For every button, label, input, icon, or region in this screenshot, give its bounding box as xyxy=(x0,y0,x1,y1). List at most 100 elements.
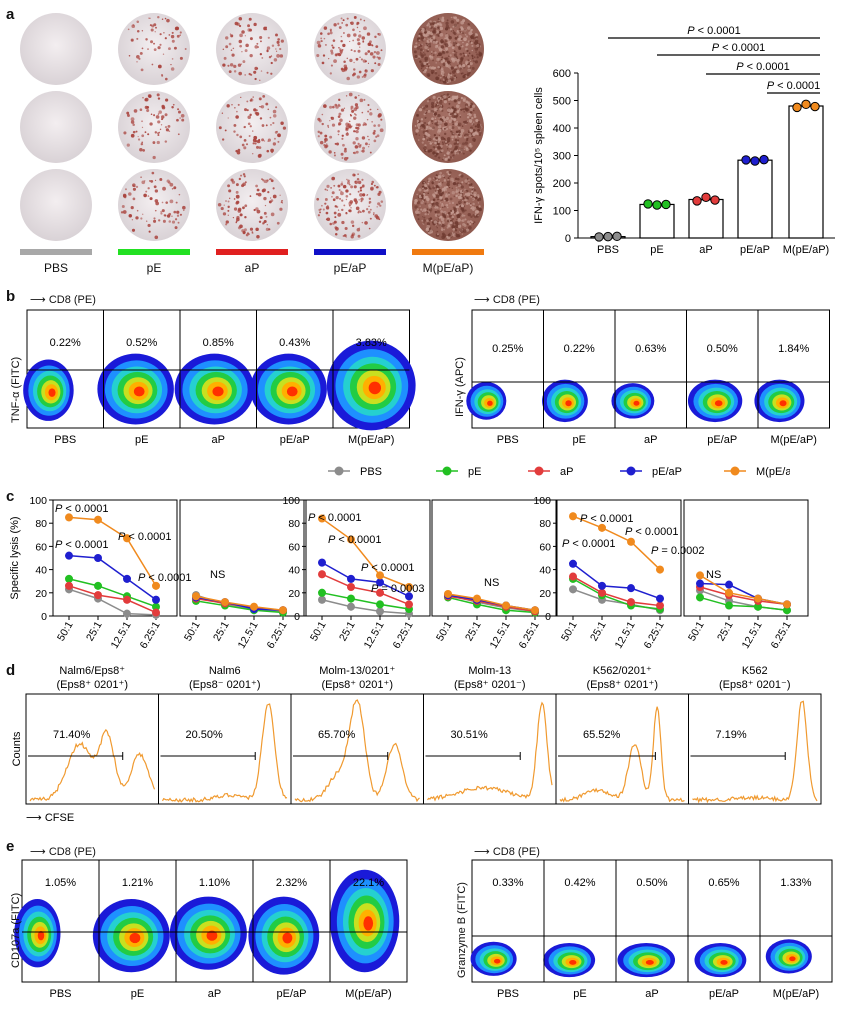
lysis-point-m-pe-ap xyxy=(444,589,452,598)
lysis-point-m-pe-ap xyxy=(152,581,160,590)
lysis-point-m-pe-ap xyxy=(696,571,704,580)
b-right-pct-m-pe-ap: 1.84% xyxy=(778,343,809,355)
flow-density-layer xyxy=(206,930,218,941)
b-right-pct-pe-ap: 0.50% xyxy=(707,343,738,355)
e-right-label-ap: aP xyxy=(645,988,658,1000)
e-left-label-ap: aP xyxy=(208,988,221,1000)
b-right-plot-pbs xyxy=(466,381,507,420)
lysis-pvalue: P < 0.0001 xyxy=(361,562,415,574)
flow-density-layer xyxy=(363,916,374,931)
lysis-xtick: 25:1 xyxy=(211,619,232,643)
lysis-pvalue: P = 0.0002 xyxy=(651,545,705,557)
legend-item-ap: aP xyxy=(528,466,573,478)
lysis-ytick: 0 xyxy=(294,611,300,623)
lysis-point-pe-ap xyxy=(65,551,73,560)
flow-density-layer xyxy=(714,400,723,407)
cfse-subtitle: (Eps8⁺ 0201⁺) xyxy=(321,679,393,691)
lysis-point-m-pe-ap xyxy=(279,606,287,615)
legend-label: M(pE/aP xyxy=(756,466,790,478)
b-left-pct-ap: 0.85% xyxy=(203,337,234,349)
e-left-pct-pbs: 1.05% xyxy=(45,877,76,889)
lysis-point-pe xyxy=(65,574,73,583)
lysis-point-pe-ap xyxy=(123,574,131,583)
flow-density-layer xyxy=(133,386,145,397)
bar-ytick-label: 200 xyxy=(553,178,571,190)
bar-ytick-label: 500 xyxy=(553,96,571,108)
cfse-y-label: Counts xyxy=(11,731,23,766)
lysis-line-m-pe-ap xyxy=(447,593,536,611)
lysis-point-m-pe-ap xyxy=(598,523,606,532)
b-left-pct-pe: 0.52% xyxy=(126,337,157,349)
lysis-xtick: 6.25:1 xyxy=(642,619,667,650)
flow-b: 0.22% PBS 0.52% pE 0.85% aP 0.43% pE/aP 3.83% M(p… xyxy=(23,309,830,446)
lysis-ns: NS xyxy=(484,577,499,589)
e-right-plot-pe-ap xyxy=(694,942,747,978)
lysis-ytick: 100 xyxy=(533,495,551,507)
lysis-pvalue: P < 0.0001 xyxy=(138,572,192,584)
lysis-xtick: 50:1 xyxy=(308,619,329,643)
well-ap-2 xyxy=(216,91,288,163)
color-bar-ap xyxy=(216,249,288,255)
b-left-label-pbs: PBS xyxy=(54,434,76,446)
sig-label: P < 0.0001 xyxy=(687,25,741,37)
lysis-line-m-pe-ap xyxy=(68,516,157,587)
panel-letter-a: a xyxy=(6,6,15,23)
bar-point-ap xyxy=(692,196,702,206)
cfse-histogram xyxy=(161,703,288,803)
e-left-pct-m-pe-ap: 22.1% xyxy=(353,877,384,889)
lysis-point-m-pe-ap xyxy=(754,594,762,603)
well-ap-3 xyxy=(216,169,288,241)
panel-letter-c: c xyxy=(6,488,15,505)
panel-letter-d: d xyxy=(6,662,16,679)
lysis-point-ap xyxy=(94,591,102,600)
lysis-xtick: 12.5:1 xyxy=(236,619,261,650)
well-caption-pbs: PBS xyxy=(43,261,68,275)
cfse-pct: 71.40% xyxy=(53,729,91,741)
well-pe-ap-1 xyxy=(314,13,386,85)
well-caption-pe-ap: pE/aP xyxy=(333,261,367,275)
bar-xtick-ap: aP xyxy=(699,244,712,256)
e-left-plot-pe xyxy=(92,899,170,973)
lysis-point-pe-ap xyxy=(318,558,326,567)
b-left-label-ap: aP xyxy=(212,434,225,446)
cfse-title: Molm-13/0201⁺ xyxy=(319,665,395,677)
bar-ap xyxy=(688,198,724,239)
lysis-point-m-pe-ap xyxy=(376,571,384,580)
lysis-ytick: 60 xyxy=(288,541,300,553)
lysis-xtick: 50:1 xyxy=(686,619,707,643)
b-right-plot-pe-ap xyxy=(687,379,743,423)
lysis-xtick: 12.5:1 xyxy=(740,619,765,650)
b-right-pct-pe: 0.22% xyxy=(564,343,595,355)
cfse-histogram xyxy=(29,728,156,802)
cfse-subtitle: (Eps8⁺ 0201⁺) xyxy=(586,679,658,691)
cfse-subtitle: (Eps8⁻ 0201⁺) xyxy=(189,679,261,691)
b-right-label-ap: aP xyxy=(644,434,657,446)
cfse-subtitle: (Eps8⁺ 0201⁻) xyxy=(719,679,791,691)
lysis-y-label: Specific lysis (%) xyxy=(9,516,21,599)
bar-ytick-label: 100 xyxy=(553,206,571,218)
bar-ytick-label: 0 xyxy=(565,233,571,245)
cfse-title: Nalm6 xyxy=(209,665,241,677)
lysis-ytick: 0 xyxy=(545,611,551,623)
e-right-y-axis: Granzyme B (FITC) xyxy=(456,882,468,978)
bar-point-pe-ap xyxy=(750,156,760,166)
cfse-subtitle: (Eps8⁺ 0201⁺) xyxy=(56,679,128,691)
lysis-point-pe-ap xyxy=(696,579,704,588)
bar-point-m-pe-ap xyxy=(810,101,820,112)
bar-ytick-label: 400 xyxy=(553,123,571,135)
e-right-label-pe-ap: pE/aP xyxy=(709,988,739,1000)
e-left-pct-pe: 1.21% xyxy=(122,877,153,889)
b-left-label-pe: pE xyxy=(135,434,148,446)
panel-letter-b: b xyxy=(6,288,16,305)
lysis-point-ap xyxy=(318,570,326,579)
lysis-ytick: 80 xyxy=(539,518,551,530)
e-right-pct-pe-ap: 0.65% xyxy=(708,877,739,889)
well-pe-1 xyxy=(118,13,190,85)
lysis-point-m-pe-ap xyxy=(192,592,200,601)
lysis-point-pbs xyxy=(376,607,384,616)
cfse-plot-3: Molm-13/0201⁺ (Eps8⁺ 0201⁺) 65.70% xyxy=(293,665,420,803)
e-right-label-pe: pE xyxy=(573,988,586,1000)
cfse-plot-5: K562/0201⁺ (Eps8⁺ 0201⁺) 65.52% xyxy=(558,665,685,803)
well-m-pe-ap-1 xyxy=(412,13,484,85)
lysis-xtick: 50:1 xyxy=(182,619,203,643)
